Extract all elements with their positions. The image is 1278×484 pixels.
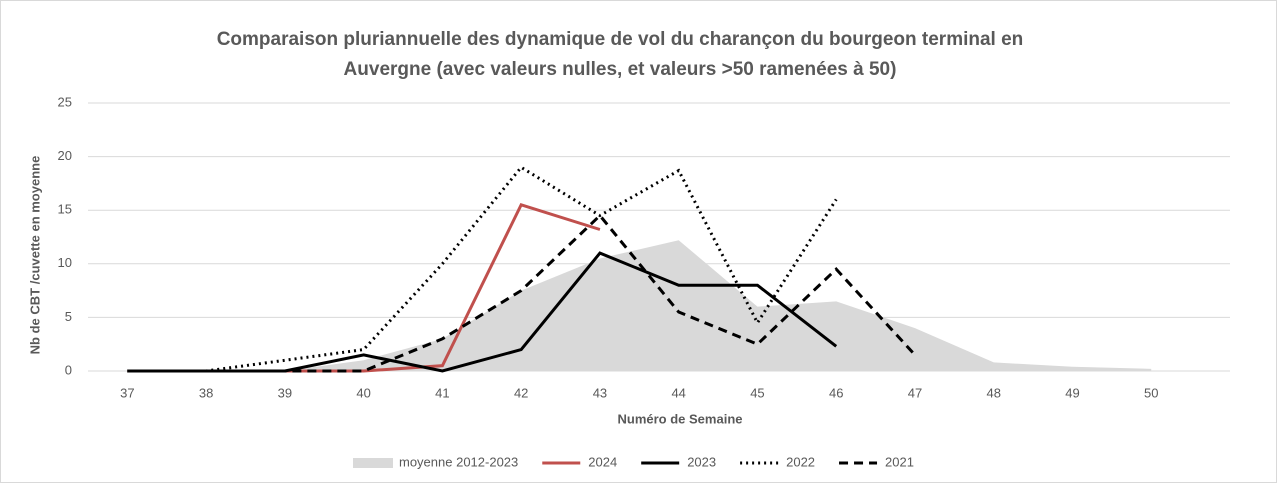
x-tick-label: 37 [120, 385, 134, 400]
y-tick-label: 15 [58, 202, 72, 217]
chart-title: Comparaison pluriannuelle des dynamique … [217, 29, 1024, 50]
legend-label: 2024 [588, 454, 617, 469]
legend-label: 2023 [687, 454, 716, 469]
y-tick-label: 5 [65, 309, 72, 324]
line [127, 213, 917, 373]
x-tick-label: 45 [750, 385, 764, 400]
legend-label: 2021 [885, 454, 914, 469]
legend-label: 2022 [786, 454, 815, 469]
x-tick-label: 38 [199, 385, 213, 400]
y-tick-label: 20 [58, 148, 72, 163]
legend-swatch [353, 458, 393, 468]
x-tick-label: 40 [356, 385, 370, 400]
area [127, 240, 1152, 371]
y-tick-label: 10 [58, 255, 72, 270]
y-tick-label: 0 [65, 362, 72, 377]
x-tick-label: 46 [829, 385, 843, 400]
x-tick-label: 43 [593, 385, 607, 400]
x-tick-label: 48 [986, 385, 1000, 400]
x-tick-label: 44 [671, 385, 685, 400]
x-axis-label: Numéro de Semaine [618, 411, 743, 426]
y-tick-label: 25 [58, 94, 72, 109]
x-tick-label: 49 [1065, 385, 1079, 400]
x-tick-label: 47 [908, 385, 922, 400]
y-axis-label: Nb de CBT /cuvette en moyenne [27, 156, 42, 355]
x-tick-label: 50 [1144, 385, 1158, 400]
legend-label: moyenne 2012-2023 [399, 454, 518, 469]
chart-title: Auvergne (avec valeurs nulles, et valeur… [344, 59, 897, 80]
line [127, 251, 838, 373]
x-tick-label: 42 [514, 385, 528, 400]
x-tick-label: 41 [435, 385, 449, 400]
x-tick-label: 39 [278, 385, 292, 400]
